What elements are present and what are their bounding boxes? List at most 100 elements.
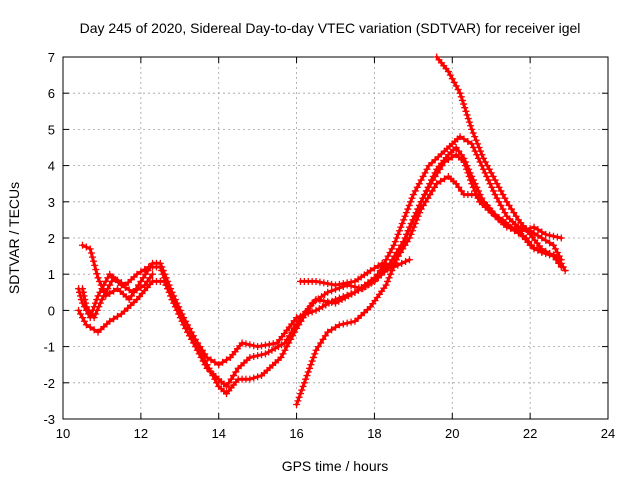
data-point-marker bbox=[391, 238, 399, 246]
data-point-marker bbox=[446, 71, 454, 79]
data-point-marker bbox=[376, 267, 384, 275]
data-point-marker bbox=[527, 241, 535, 249]
data-point-marker bbox=[90, 326, 98, 334]
data-point-marker bbox=[550, 252, 557, 260]
data-point-marker bbox=[293, 401, 301, 409]
data-point-marker bbox=[465, 172, 473, 180]
data-point-marker bbox=[242, 340, 250, 348]
data-point-marker bbox=[488, 183, 496, 191]
data-point-marker bbox=[211, 358, 219, 366]
series-5 bbox=[293, 151, 569, 409]
data-point-marker bbox=[413, 183, 421, 191]
data-point-marker bbox=[281, 346, 289, 354]
data-point-marker bbox=[89, 306, 97, 314]
data-point-marker bbox=[421, 191, 429, 199]
data-point-marker bbox=[328, 280, 336, 288]
data-point-marker bbox=[142, 270, 150, 278]
data-point-marker bbox=[332, 323, 339, 331]
data-point-marker bbox=[102, 288, 110, 296]
x-tick-label: 12 bbox=[134, 426, 148, 441]
data-point-marker bbox=[77, 296, 85, 304]
data-point-marker bbox=[129, 288, 137, 296]
data-point-marker bbox=[530, 245, 538, 253]
data-point-marker bbox=[293, 325, 301, 332]
data-point-marker bbox=[457, 187, 465, 195]
data-point-marker bbox=[481, 169, 489, 177]
data-point-marker bbox=[400, 216, 408, 224]
y-tick-label: -3 bbox=[43, 412, 55, 427]
data-point-marker bbox=[328, 287, 336, 295]
data-point-marker bbox=[265, 340, 273, 348]
data-point-marker bbox=[471, 187, 479, 195]
data-point-marker bbox=[223, 356, 230, 364]
data-point-marker bbox=[100, 281, 108, 289]
data-point-marker bbox=[91, 261, 99, 269]
x-tick-label: 20 bbox=[445, 426, 459, 441]
data-point-marker bbox=[343, 319, 351, 327]
data-point-marker bbox=[460, 135, 468, 143]
data-point-marker bbox=[495, 183, 503, 191]
data-point-marker bbox=[339, 320, 347, 328]
data-point-marker bbox=[461, 162, 469, 170]
data-point-marker bbox=[307, 361, 315, 369]
data-point-marker bbox=[94, 274, 102, 282]
data-point-marker bbox=[258, 342, 266, 350]
data-point-marker bbox=[410, 212, 418, 220]
data-point-marker bbox=[128, 292, 136, 300]
x-axis-label: GPS time / hours bbox=[282, 458, 389, 474]
data-point-marker bbox=[184, 328, 192, 336]
series-4 bbox=[75, 270, 157, 322]
data-point-marker bbox=[390, 241, 398, 249]
y-axis-label: SDTVAR / TECUs bbox=[6, 182, 22, 294]
data-point-marker bbox=[227, 375, 235, 383]
data-point-marker bbox=[463, 111, 471, 119]
data-point-marker bbox=[385, 274, 393, 282]
data-point-marker bbox=[225, 379, 233, 387]
data-point-marker bbox=[510, 209, 518, 217]
data-point-marker bbox=[332, 281, 339, 289]
data-point-marker bbox=[431, 172, 439, 180]
data-point-marker bbox=[297, 317, 305, 325]
data-point-marker bbox=[78, 241, 86, 249]
data-point-marker bbox=[411, 187, 419, 195]
data-point-marker bbox=[407, 220, 415, 228]
data-point-marker bbox=[402, 258, 410, 266]
data-point-marker bbox=[137, 283, 145, 291]
data-point-marker bbox=[106, 281, 114, 289]
data-point-marker bbox=[458, 96, 466, 104]
data-point-marker bbox=[328, 298, 336, 306]
data-point-marker bbox=[121, 283, 129, 291]
data-point-marker bbox=[550, 241, 557, 249]
data-point-marker bbox=[254, 352, 262, 360]
data-point-marker bbox=[486, 180, 494, 188]
data-point-marker bbox=[92, 266, 100, 274]
data-point-marker bbox=[230, 372, 238, 380]
data-point-marker bbox=[397, 245, 405, 253]
data-point-marker bbox=[484, 176, 492, 184]
x-tick-label: 16 bbox=[289, 426, 303, 441]
data-point-marker bbox=[395, 248, 403, 256]
data-point-marker bbox=[464, 137, 472, 145]
data-point-marker bbox=[407, 198, 415, 206]
data-point-marker bbox=[285, 339, 293, 347]
data-point-marker bbox=[394, 252, 402, 260]
data-point-marker bbox=[117, 281, 125, 289]
data-point-marker bbox=[164, 285, 172, 293]
data-point-marker bbox=[303, 372, 311, 380]
data-point-marker bbox=[401, 212, 409, 220]
data-point-marker bbox=[193, 343, 201, 351]
data-point-marker bbox=[232, 368, 240, 376]
data-point-marker bbox=[491, 211, 499, 219]
data-point-marker bbox=[474, 194, 482, 202]
data-point-marker bbox=[456, 89, 464, 97]
data-point-marker bbox=[301, 310, 309, 318]
data-point-marker bbox=[299, 314, 307, 322]
data-point-marker bbox=[538, 245, 546, 253]
data-point-marker bbox=[246, 375, 254, 383]
data-point-marker bbox=[82, 306, 90, 314]
data-point-marker bbox=[466, 176, 474, 184]
data-point-marker bbox=[149, 270, 157, 278]
data-point-marker bbox=[402, 209, 410, 217]
data-point-marker bbox=[518, 232, 526, 240]
data-point-marker bbox=[104, 274, 112, 282]
